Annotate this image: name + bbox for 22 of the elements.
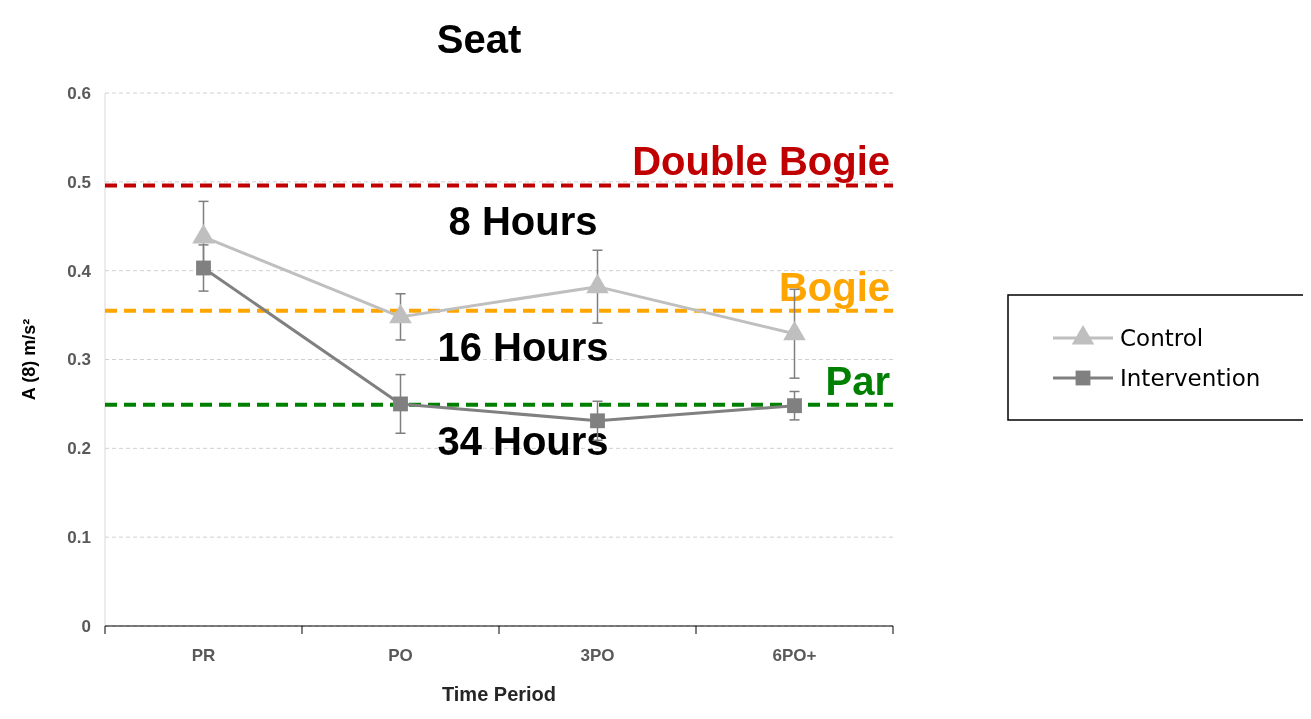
y-tick-label: 0.1 — [67, 528, 91, 548]
ref-line-label: Double Bogie — [632, 139, 890, 184]
legend-label: Control — [1120, 325, 1204, 352]
y-tick-label: 0 — [81, 616, 91, 636]
ref-line-label: Bogie — [778, 264, 890, 309]
y-tick-label: 0.2 — [67, 439, 91, 459]
y-tick-label: 0.4 — [67, 261, 92, 281]
x-axis-title: Time Period — [441, 683, 557, 705]
legend-label: Intervention — [1120, 365, 1261, 392]
x-tick-label: PR — [191, 646, 216, 665]
y-tick-label: 0.6 — [67, 83, 91, 103]
x-tick-label: 3PO — [580, 646, 615, 665]
x-tick-label: 6PO+ — [772, 646, 817, 665]
chart-title: Seat — [436, 17, 522, 61]
ref-line-label: Par — [825, 358, 890, 403]
annotation: 34 Hours — [437, 418, 609, 463]
annotation: 16 Hours — [437, 324, 609, 369]
x-tick-label: PO — [388, 646, 413, 665]
y-tick-label: 0.5 — [67, 172, 91, 192]
y-tick-label: 0.3 — [67, 350, 91, 370]
y-axis-title: A (8) m/s² — [19, 318, 39, 401]
annotation: 8 Hours — [448, 199, 598, 244]
